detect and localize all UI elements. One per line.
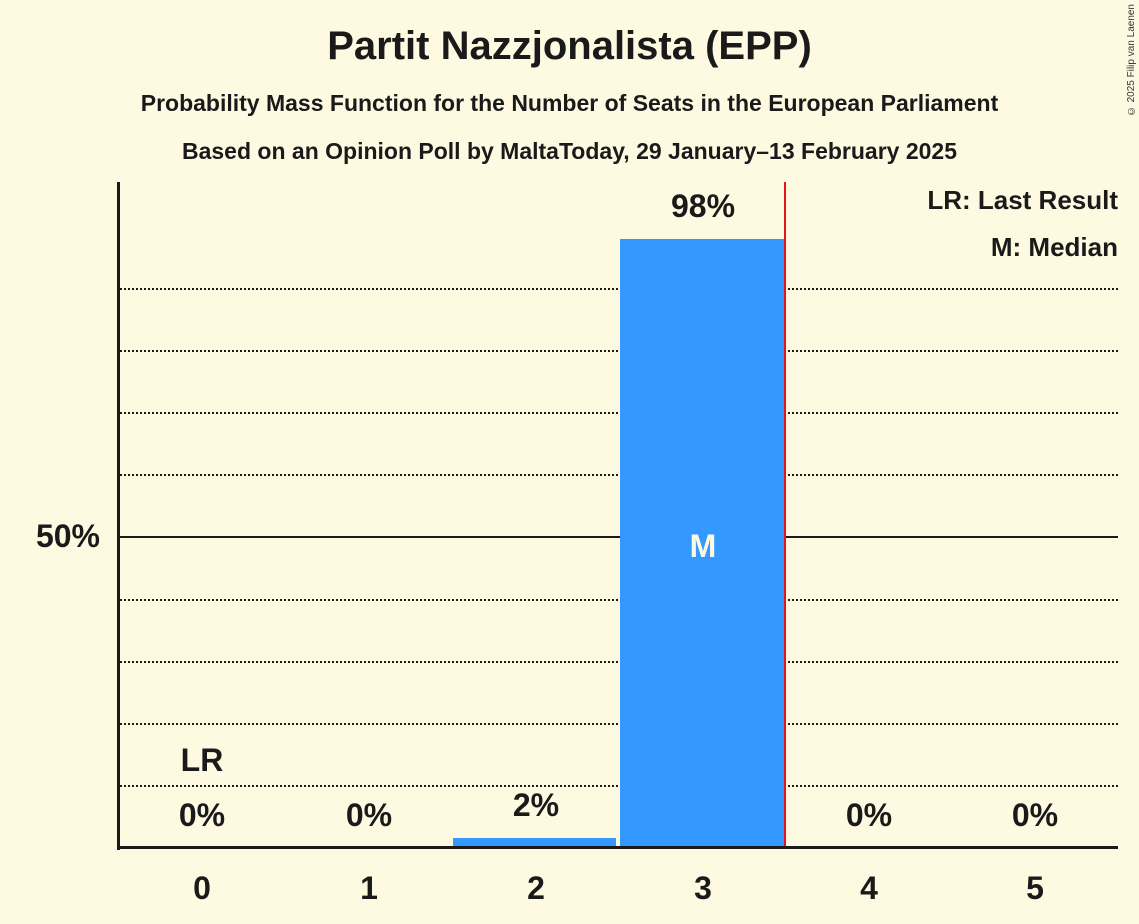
chart-source: Based on an Opinion Poll by MaltaToday, … [181, 138, 957, 164]
bar-label-0: 0% [178, 797, 226, 833]
gridline-80 [120, 350, 1118, 352]
bar-2 [453, 838, 616, 848]
last-result-line [784, 182, 786, 848]
bar-label-5: 0% [1011, 797, 1059, 833]
x-tick-0: 0 [193, 870, 211, 906]
gridline-70 [120, 412, 1118, 414]
median-marker: M [689, 528, 717, 564]
gridline-50 [120, 536, 1118, 538]
bar-label-4: 0% [845, 797, 893, 833]
y-axis [117, 182, 120, 850]
bar-label-3: 98% [670, 188, 736, 224]
gridline-60 [120, 474, 1118, 476]
legend-median: M: Median [990, 232, 1118, 262]
bar-3 [620, 239, 784, 848]
gridline-30 [120, 661, 1118, 663]
last-result-marker: LR [180, 742, 224, 778]
x-tick-1: 1 [360, 870, 378, 906]
gridline-40 [120, 599, 1118, 601]
gridline-20 [120, 723, 1118, 725]
chart-title: Partit Nazzjonalista (EPP) [327, 24, 812, 68]
legend-last-result: LR: Last Result [927, 185, 1118, 215]
copyright-notice: © 2025 Filip van Laenen [1126, 4, 1137, 117]
bar-label-1: 0% [345, 797, 393, 833]
x-axis [117, 846, 1118, 849]
y-tick-50: 50% [35, 518, 100, 554]
chart-subtitle: Probability Mass Function for the Number… [140, 90, 999, 116]
x-tick-4: 4 [860, 870, 878, 906]
gridline-10 [120, 785, 1118, 787]
bar-label-2: 2% [512, 787, 560, 823]
x-tick-5: 5 [1026, 870, 1044, 906]
x-tick-3: 3 [694, 870, 712, 906]
x-tick-2: 2 [527, 870, 545, 906]
gridline-90 [120, 288, 1118, 290]
